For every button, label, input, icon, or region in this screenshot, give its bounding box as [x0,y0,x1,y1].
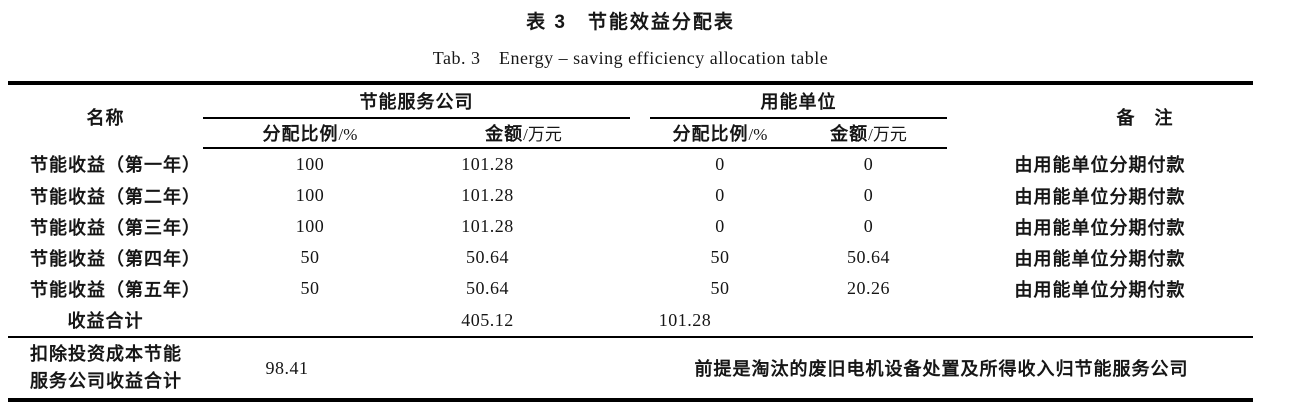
row-remark: 由用能单位分期付款 [1014,217,1186,238]
user-ratio-value: 0 [715,154,725,174]
row-name: 节能收益（第三年） [30,217,201,238]
header-group-esco: 节能服务公司 [203,83,630,119]
energy-saving-allocation-table: 名称 节能服务公司 用能单位 备 注 分配比例/% 金额/万元 分配比例/% 金… [8,81,1253,402]
esco-amount-value: 101.28 [461,185,514,205]
esco-amount-value: 101.28 [461,154,514,174]
total-esco-amount: 405.12 [461,309,514,330]
total-row-name: 收益合计 [67,311,144,331]
user-amount-value: 0 [863,154,874,174]
user-amount-value: 20.26 [847,278,890,298]
esco-ratio-value: 50 [300,278,320,298]
row-name: 节能收益（第二年） [30,186,201,207]
user-amount-value: 0 [863,216,874,236]
esco-ratio-value: 100 [295,185,325,205]
esco-amount-value: 50.64 [466,278,509,298]
row-name: 节能收益（第五年） [30,279,201,300]
table-row-year4: 节能收益（第四年） 50 50.64 50 50.64 由用能单位分期付款 [8,242,1253,273]
esco-amount-value: 50.64 [466,247,509,267]
row-name: 节能收益（第四年） [30,248,201,269]
esco-ratio-value: 100 [295,216,325,236]
net-row-remark: 前提是淘汰的废旧电机设备处置及所得收入归节能服务公司 [630,336,1253,400]
row-remark: 由用能单位分期付款 [1014,155,1186,175]
user-ratio-value: 50 [710,278,730,298]
table-row-year1: 节能收益（第一年） 100 101.28 0 0 由用能单位分期付款 [8,148,1253,180]
header-user-ratio: 分配比例/% [650,118,790,149]
row-remark: 由用能单位分期付款 [1014,248,1186,269]
table-row-year2: 节能收益（第二年） 100 101.28 0 0 由用能单位分期付款 [8,180,1253,211]
row-name: 节能收益（第一年） [30,155,201,175]
table-row-year3: 节能收益（第三年） 100 101.28 0 0 由用能单位分期付款 [8,211,1253,242]
header-user-amount: 金额/万元 [790,118,947,149]
row-remark: 由用能单位分期付款 [1014,186,1186,207]
esco-ratio-value: 50 [300,247,320,267]
table-row-net-total: 扣除投资成本节能 服务公司收益合计 98.41 前提是淘汰的废旧电机设备处置及所… [8,336,1253,400]
header-remark-column: 备 注 [1116,107,1174,128]
header-gap [630,118,650,149]
net-row-name: 扣除投资成本节能 服务公司收益合计 [8,336,203,400]
user-amount-value: 0 [863,185,874,205]
user-ratio-value: 0 [715,216,725,236]
net-esco-ratio: 98.41 [203,336,417,400]
total-user-ratio: 101.28 [658,309,712,330]
user-ratio-value: 0 [715,185,725,205]
esco-ratio-value: 100 [295,154,325,174]
row-remark: 由用能单位分期付款 [1014,279,1186,300]
header-group-gap [630,83,650,118]
header-name-column: 名称 [86,107,125,128]
esco-amount-value: 101.28 [461,216,514,236]
table-title-en: Tab. 3 Energy – saving efficiency alloca… [432,48,829,68]
header-esco-amount: 金额/万元 [417,118,630,149]
header-group-energy-user: 用能单位 [650,83,947,119]
net-row-name-line1: 扣除投资成本节能 [30,344,182,364]
header-esco-ratio: 分配比例/% [203,118,417,149]
user-amount-value: 50.64 [847,247,890,267]
table-title-zh: 表 3 节能效益分配表 [526,12,735,33]
table-row-year5: 节能收益（第五年） 50 50.64 50 20.26 由用能单位分期付款 [8,273,1253,304]
user-ratio-value: 50 [710,247,730,267]
table-caption: 表 3 节能效益分配表 Tab. 3 Energy – saving effic… [0,0,1261,70]
net-row-name-line2: 服务公司收益合计 [30,371,182,391]
table-row-total: 收益合计 405.12 101.28 [8,304,1253,337]
